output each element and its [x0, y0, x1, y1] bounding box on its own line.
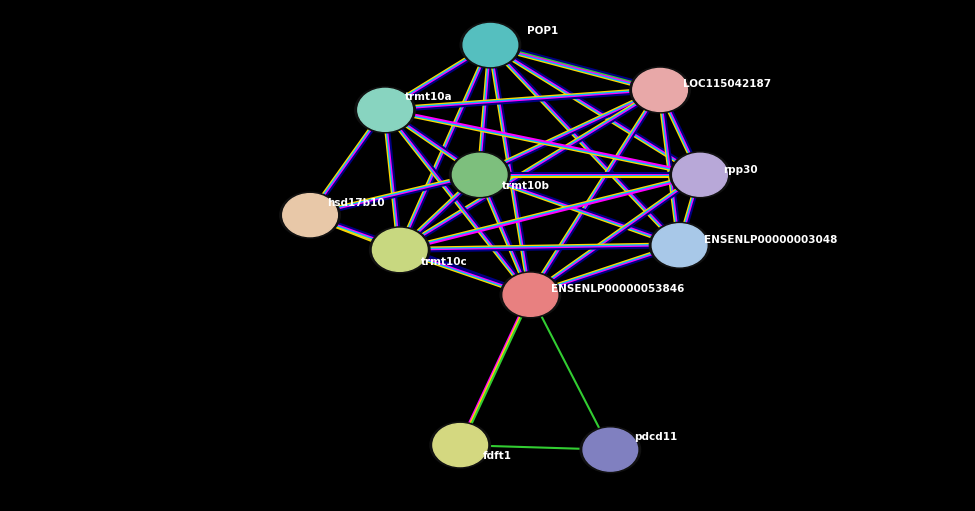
Ellipse shape	[430, 422, 490, 468]
Ellipse shape	[433, 424, 488, 467]
Text: trmt10a: trmt10a	[405, 92, 452, 102]
Ellipse shape	[280, 192, 340, 238]
Ellipse shape	[452, 153, 507, 196]
Ellipse shape	[670, 152, 730, 198]
Text: fdft1: fdft1	[483, 451, 512, 461]
Text: rpp30: rpp30	[723, 165, 759, 175]
Text: trmt10b: trmt10b	[502, 181, 550, 192]
Ellipse shape	[463, 24, 518, 66]
Ellipse shape	[460, 22, 521, 68]
Text: trmt10c: trmt10c	[421, 257, 468, 267]
Ellipse shape	[649, 222, 710, 268]
Ellipse shape	[633, 68, 687, 111]
Ellipse shape	[673, 153, 727, 196]
Ellipse shape	[652, 224, 707, 267]
Ellipse shape	[503, 273, 558, 316]
Ellipse shape	[370, 227, 430, 273]
Ellipse shape	[358, 88, 412, 131]
Text: LOC115042187: LOC115042187	[682, 79, 770, 89]
Ellipse shape	[449, 152, 510, 198]
Ellipse shape	[500, 272, 561, 318]
Text: POP1: POP1	[526, 26, 558, 36]
Text: ENSENLP00000053846: ENSENLP00000053846	[551, 284, 684, 294]
Ellipse shape	[630, 67, 690, 113]
Ellipse shape	[580, 427, 641, 473]
Ellipse shape	[355, 87, 415, 133]
Ellipse shape	[372, 228, 427, 271]
Text: pdcd11: pdcd11	[634, 432, 677, 442]
Text: ENSENLP00000003048: ENSENLP00000003048	[704, 235, 838, 245]
Text: hsd17b10: hsd17b10	[327, 198, 384, 208]
Ellipse shape	[583, 428, 638, 471]
Ellipse shape	[283, 194, 337, 237]
